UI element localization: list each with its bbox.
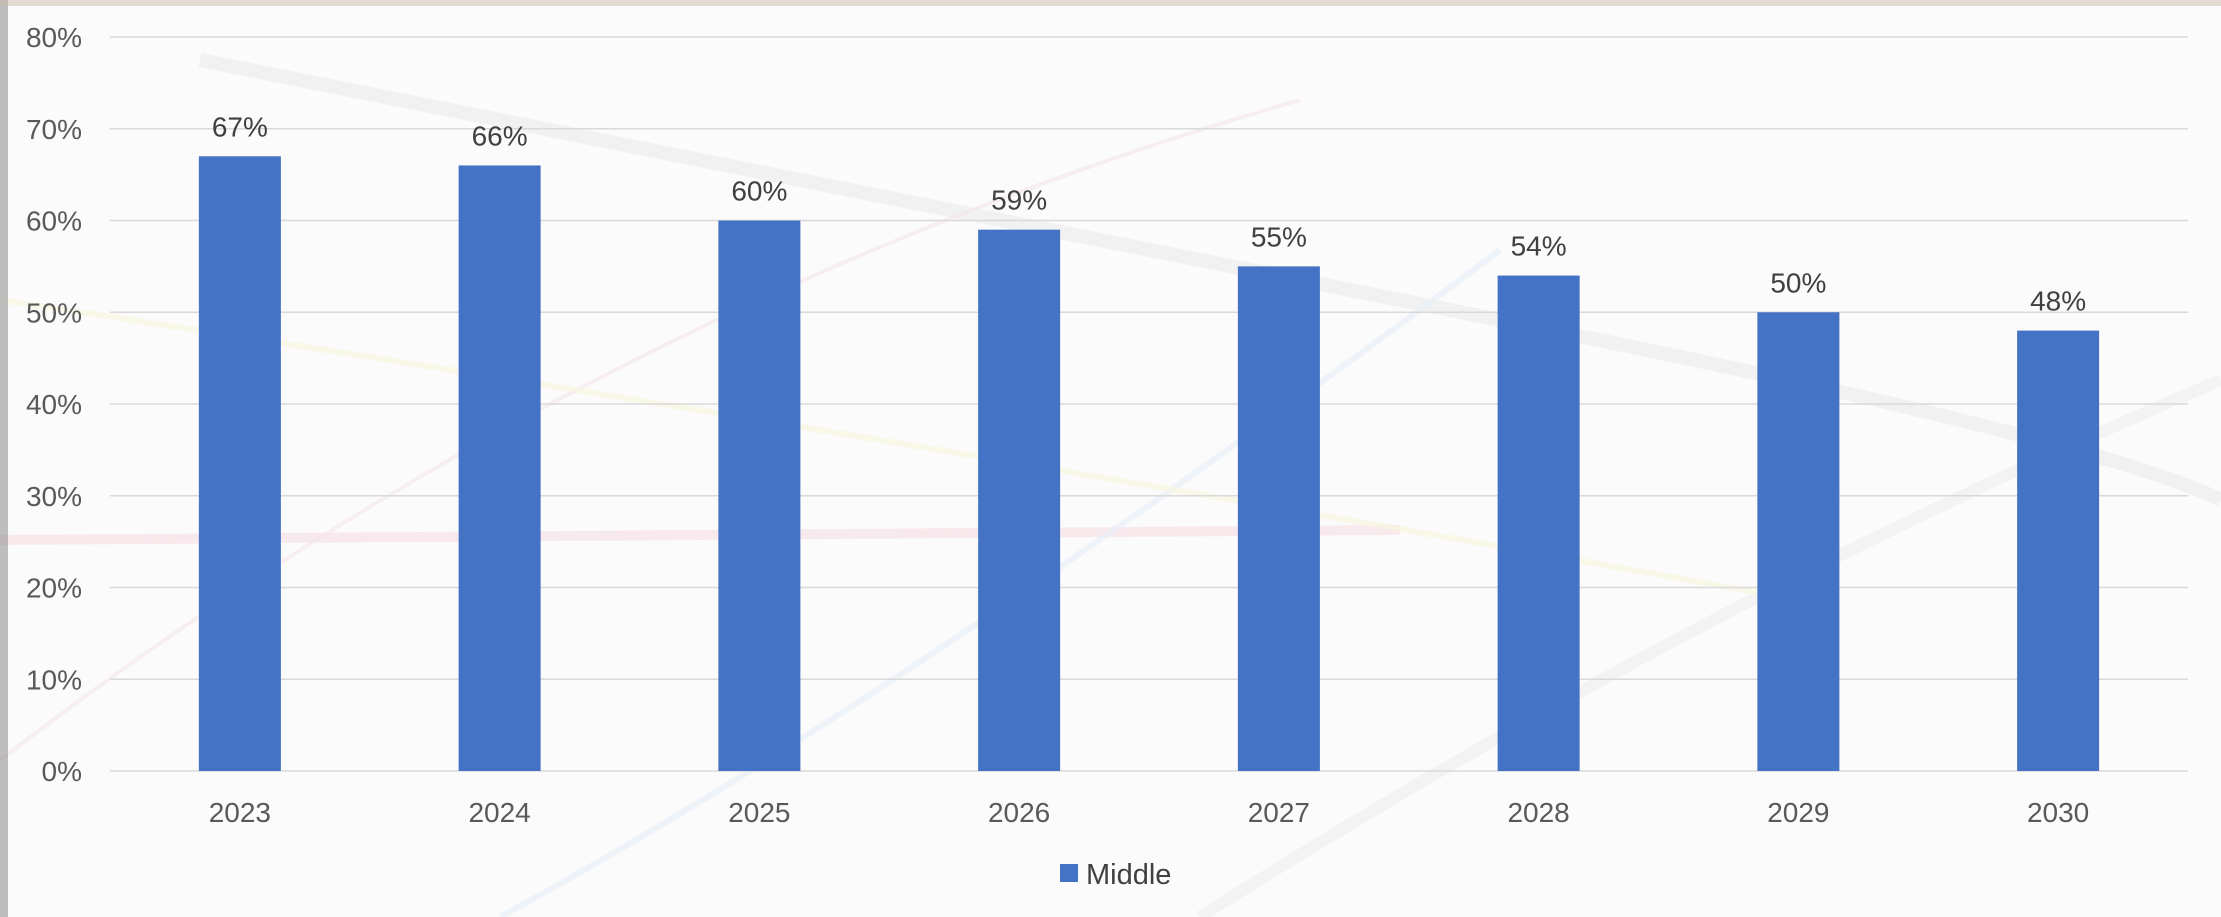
y-tick-label: 60% xyxy=(26,206,82,237)
y-tick-label: 0% xyxy=(42,756,82,787)
bar-2028 xyxy=(1497,275,1580,771)
bar-2023 xyxy=(198,156,281,771)
legend: Middle xyxy=(1060,859,1171,891)
bars xyxy=(198,156,2100,772)
data-label-2030: 48% xyxy=(2030,286,2086,317)
bar-2030 xyxy=(2017,330,2100,771)
x-tick-label-2028: 2028 xyxy=(1507,797,1569,828)
x-tick-label-2023: 2023 xyxy=(209,797,271,828)
x-tick-label-2024: 2024 xyxy=(468,797,530,828)
y-tick-label: 10% xyxy=(26,664,82,695)
x-tick-label-2026: 2026 xyxy=(988,797,1050,828)
data-labels: 67% 66% 60% 59% 55% 54% 50% 48% xyxy=(212,111,2086,316)
y-tick-label: 80% xyxy=(26,22,82,53)
data-label-2024: 66% xyxy=(472,120,528,151)
x-tick-label-2025: 2025 xyxy=(728,797,790,828)
legend-label-middle: Middle xyxy=(1086,859,1171,891)
legend-swatch-middle xyxy=(1060,864,1078,882)
x-tick-label-2027: 2027 xyxy=(1248,797,1310,828)
x-axis-tick-labels: 2023 2024 2025 2026 2027 2028 2029 2030 xyxy=(209,797,2090,828)
bar-2029 xyxy=(1757,312,1840,771)
y-tick-label: 70% xyxy=(26,114,82,145)
data-label-2025: 60% xyxy=(731,176,787,207)
data-label-2027: 55% xyxy=(1251,221,1307,252)
bar-2026 xyxy=(978,229,1061,772)
bar-2024 xyxy=(458,165,541,771)
data-label-2028: 54% xyxy=(1511,231,1567,262)
y-tick-label: 20% xyxy=(26,573,82,604)
y-tick-label: 40% xyxy=(26,389,82,420)
x-tick-label-2030: 2030 xyxy=(2027,797,2089,828)
x-tick-label-2029: 2029 xyxy=(1767,797,1829,828)
y-tick-label: 30% xyxy=(26,481,82,512)
bar-2025 xyxy=(718,220,801,771)
data-label-2029: 50% xyxy=(1770,267,1826,298)
gridlines xyxy=(110,36,2188,772)
bar-2027 xyxy=(1237,266,1320,771)
y-tick-label: 50% xyxy=(26,297,82,328)
data-label-2023: 67% xyxy=(212,111,268,142)
data-label-2026: 59% xyxy=(991,185,1047,216)
y-axis-tick-labels: 0% 10% 20% 30% 40% 50% 60% 70% 80% xyxy=(26,22,82,787)
